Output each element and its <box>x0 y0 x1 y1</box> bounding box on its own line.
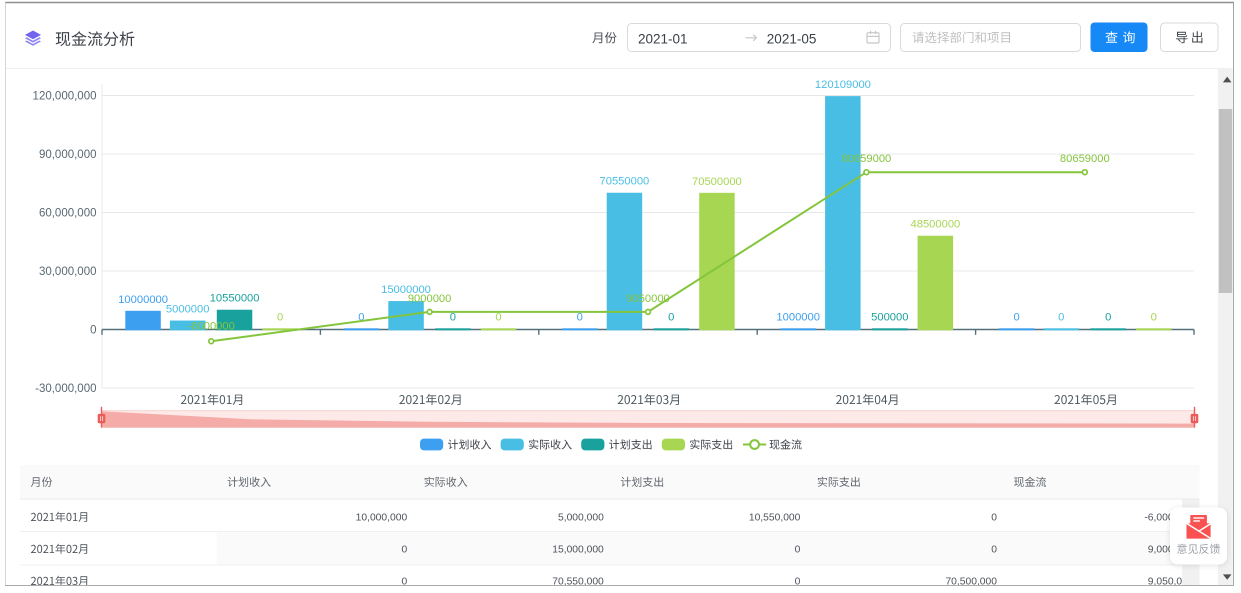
svg-text:15,000,000: 15,000,000 <box>552 545 604 556</box>
svg-text:10000000: 10000000 <box>118 294 168 306</box>
svg-text:-6,000,000: -6,000,000 <box>1144 513 1194 524</box>
svg-text:1000000: 1000000 <box>776 311 820 323</box>
svg-text:0: 0 <box>495 311 501 323</box>
svg-text:10,000,000: 10,000,000 <box>356 513 408 524</box>
svg-text:5000000: 5000000 <box>166 304 210 316</box>
svg-text:2021-05: 2021-05 <box>767 31 817 46</box>
svg-text:5,000,000: 5,000,000 <box>558 513 604 524</box>
svg-text:60,000,000: 60,000,000 <box>39 208 97 220</box>
svg-text:9050000: 9050000 <box>626 293 670 305</box>
svg-text:10,550,000: 10,550,000 <box>749 513 801 524</box>
svg-text:70,550,000: 70,550,000 <box>552 577 604 588</box>
svg-text:120109000: 120109000 <box>815 79 871 91</box>
svg-text:120,000,000: 120,000,000 <box>33 91 97 103</box>
svg-text:80659000: 80659000 <box>1060 153 1110 165</box>
svg-text:-30,000,000: -30,000,000 <box>35 383 96 395</box>
svg-text:0: 0 <box>1105 311 1111 323</box>
svg-text:0: 0 <box>90 325 96 337</box>
svg-text:30,000,000: 30,000,000 <box>39 266 97 278</box>
svg-text:0: 0 <box>668 311 674 323</box>
svg-text:0: 0 <box>401 577 407 588</box>
svg-text:0: 0 <box>1013 311 1019 323</box>
svg-text:70,500,000: 70,500,000 <box>945 577 997 588</box>
svg-text:0: 0 <box>991 513 997 524</box>
svg-text:0: 0 <box>450 311 456 323</box>
svg-text:0: 0 <box>1058 311 1064 323</box>
svg-text:0: 0 <box>358 311 364 323</box>
svg-text:-6000000: -6000000 <box>188 321 235 333</box>
svg-text:0: 0 <box>401 545 407 556</box>
svg-text:9000000: 9000000 <box>408 293 452 305</box>
svg-text:70550000: 70550000 <box>600 176 650 188</box>
svg-text:0: 0 <box>795 545 801 556</box>
svg-text:500000: 500000 <box>871 311 908 323</box>
svg-text:0: 0 <box>277 311 283 323</box>
svg-text:90,000,000: 90,000,000 <box>39 149 97 161</box>
svg-text:10550000: 10550000 <box>210 293 260 305</box>
svg-text:0: 0 <box>795 577 801 588</box>
svg-text:2021-01: 2021-01 <box>638 31 688 46</box>
svg-text:48500000: 48500000 <box>911 219 961 231</box>
svg-text:80659000: 80659000 <box>842 153 892 165</box>
svg-text:0: 0 <box>1151 311 1157 323</box>
svg-text:15000000: 15000000 <box>381 284 431 296</box>
svg-text:9,050,000: 9,050,000 <box>1148 577 1194 588</box>
svg-text:0: 0 <box>577 311 583 323</box>
svg-text:0: 0 <box>991 545 997 556</box>
svg-text:70500000: 70500000 <box>692 176 742 188</box>
